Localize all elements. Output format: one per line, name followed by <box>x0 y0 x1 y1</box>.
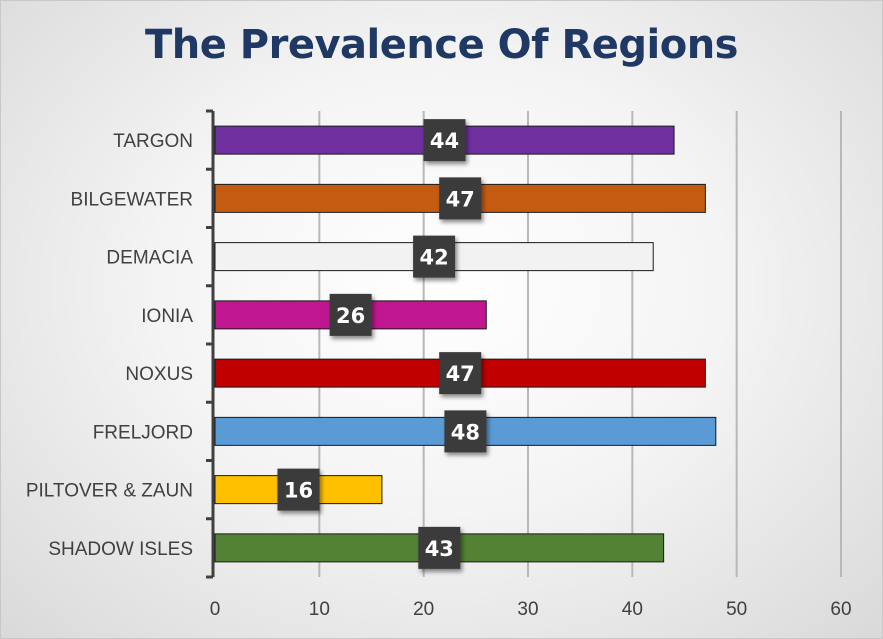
data-label: 43 <box>425 537 454 561</box>
data-label: 26 <box>336 304 365 328</box>
data-label: 16 <box>284 479 313 503</box>
data-label: 48 <box>451 420 480 444</box>
category-label: BILGEWATER <box>71 189 193 210</box>
x-tick-label: 20 <box>413 599 434 620</box>
category-label: PILTOVER & ZAUN <box>26 481 193 502</box>
category-label: NOXUS <box>125 364 193 385</box>
category-label: IONIA <box>141 306 193 327</box>
chart-title: The Prevalence Of Regions <box>144 22 739 68</box>
data-label-box <box>423 119 466 162</box>
data-label: 47 <box>446 362 475 386</box>
data-label-box <box>418 526 461 569</box>
x-tick-label: 60 <box>830 599 851 620</box>
data-label-box <box>329 293 372 336</box>
x-tick-label: 0 <box>210 599 221 620</box>
category-label: SHADOW ISLES <box>48 539 193 560</box>
data-label-box <box>439 352 482 395</box>
category-label: TARGON <box>113 131 193 152</box>
category-label: DEMACIA <box>106 248 193 269</box>
x-tick-label: 50 <box>726 599 747 620</box>
data-label-box <box>439 177 482 220</box>
data-label-box <box>413 235 456 278</box>
data-label-box <box>444 410 487 453</box>
x-tick-label: 30 <box>517 599 538 620</box>
data-label: 44 <box>430 129 459 153</box>
data-label: 47 <box>446 187 475 211</box>
x-tick-label: 10 <box>309 599 330 620</box>
data-label-box <box>277 468 320 511</box>
x-tick-label: 40 <box>622 599 643 620</box>
data-label: 42 <box>419 246 448 270</box>
category-label: FRELJORD <box>93 422 193 443</box>
